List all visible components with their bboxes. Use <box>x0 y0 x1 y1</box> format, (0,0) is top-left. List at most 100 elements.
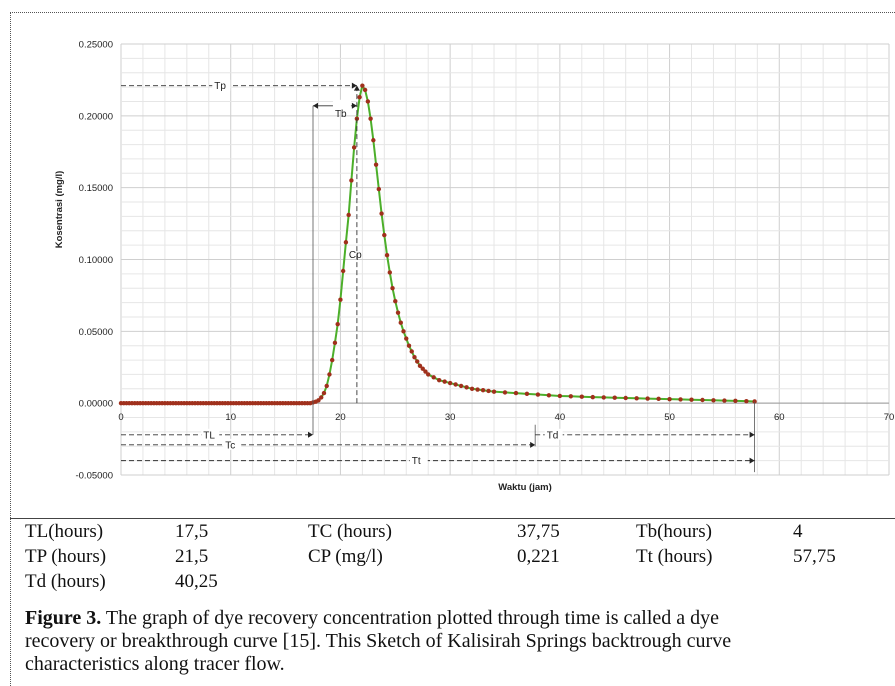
data-point <box>316 398 321 403</box>
cp-annotation-label: Cp <box>349 250 362 261</box>
data-point <box>634 396 639 401</box>
data-point <box>464 385 469 390</box>
data-point <box>365 99 371 104</box>
x-tick-label: 50 <box>664 412 675 423</box>
tp-label-bg <box>212 79 231 91</box>
data-point <box>568 394 574 399</box>
data-point <box>700 397 705 403</box>
data-point <box>711 398 716 403</box>
data-point <box>590 394 595 400</box>
cp-label: CP (mg/l) <box>308 546 383 567</box>
data-point <box>371 138 376 143</box>
data-point <box>557 393 563 399</box>
data-point <box>406 343 412 348</box>
data-point <box>401 329 406 334</box>
data-point <box>744 398 749 404</box>
stats-table: TL(hours) 17,5 TC (hours) 37,75 Tb(hours… <box>10 518 895 599</box>
tt-label-bg <box>409 454 428 466</box>
data-point <box>373 162 379 167</box>
data-point <box>486 388 491 394</box>
data-point <box>469 386 475 391</box>
breakthrough-chart: 0.25000 0.20000 0.15000 0.10000 0.05000 0.000… <box>54 40 894 494</box>
data-point <box>335 321 340 327</box>
y-tick-label: 0.15000 <box>79 183 113 194</box>
tc-label-bg <box>223 438 242 450</box>
tl-arrowhead <box>308 431 313 438</box>
data-point <box>409 349 414 354</box>
tt-arrowhead <box>749 457 755 464</box>
figure-caption: Figure 3. The graph of dye recovery conc… <box>25 607 895 676</box>
data-point <box>426 372 431 377</box>
series-line <box>121 83 755 405</box>
data-point <box>362 87 368 93</box>
data-point <box>390 286 395 291</box>
data-point <box>447 380 453 386</box>
tl-value: 17,5 <box>175 521 209 542</box>
x-axis-title: Waktu (jam) <box>498 482 551 493</box>
caption-label: Figure 3. <box>25 607 102 629</box>
data-point <box>324 383 329 389</box>
tc-value: 37,75 <box>517 521 560 542</box>
data-point <box>458 383 464 389</box>
x-tick-label: 30 <box>445 412 456 423</box>
data-point <box>678 397 683 402</box>
data-point <box>384 252 390 258</box>
data-point <box>733 398 738 404</box>
data-point <box>436 377 442 383</box>
data-point <box>423 369 428 374</box>
data-point <box>376 186 382 192</box>
data-point <box>360 83 365 88</box>
data-point <box>319 395 324 400</box>
data-point <box>327 372 332 377</box>
tp-value: 21,5 <box>175 546 209 567</box>
caption-line-3: characteristics along tracer flow. <box>25 653 285 675</box>
data-point <box>412 354 417 360</box>
td-label-bg <box>544 428 563 440</box>
data-point <box>623 395 628 401</box>
tb-value: 4 <box>793 521 803 542</box>
data-point <box>340 268 346 274</box>
td-label: Td (hours) <box>25 571 106 592</box>
data-point <box>330 357 335 363</box>
cp-value: 0,221 <box>517 546 560 567</box>
tt-label: Tt (hours) <box>636 546 713 567</box>
tb-label: Tb(hours) <box>636 521 712 542</box>
tc-annotation-label: Tc <box>225 440 235 451</box>
td-arrowhead <box>749 431 755 438</box>
tb-annotation-label: Tb <box>335 109 347 120</box>
td-annotation-label: Td <box>547 430 559 441</box>
x-tick-label: 10 <box>225 412 236 423</box>
data-point <box>404 336 409 341</box>
y-tick-label: 0.20000 <box>79 111 113 122</box>
data-point <box>351 145 357 150</box>
data-point <box>398 320 403 325</box>
data-point <box>689 397 694 402</box>
tc-label: TC (hours) <box>308 521 392 542</box>
chart-canvas: 0.25000 0.20000 0.15000 0.10000 0.05000 0.000… <box>54 40 894 494</box>
data-point <box>420 366 425 371</box>
data-point <box>480 388 486 393</box>
data-point <box>502 390 508 395</box>
data-point <box>535 392 541 397</box>
data-point <box>338 297 343 302</box>
data-point <box>431 375 436 380</box>
caption-line-2: recovery or breakthrough curve [15]. Thi… <box>25 630 732 652</box>
data-point <box>453 382 458 387</box>
data-point <box>349 178 354 183</box>
data-point <box>393 298 398 304</box>
y-axis-title: Kosentrasi (mg/l) <box>54 171 65 249</box>
data-point <box>645 396 650 401</box>
y-tick-label: 0.05000 <box>79 327 113 338</box>
tp-label: TP (hours) <box>25 546 107 567</box>
data-point <box>442 379 447 384</box>
data-point <box>321 390 327 396</box>
tb-arrowhead-start <box>313 102 318 109</box>
data-point <box>579 394 584 399</box>
data-point <box>475 387 480 392</box>
data-point <box>667 396 672 402</box>
data-point <box>332 340 338 346</box>
tc-arrowhead <box>530 441 536 448</box>
data-point <box>491 389 497 394</box>
data-point <box>379 211 384 216</box>
data-point <box>656 396 661 402</box>
